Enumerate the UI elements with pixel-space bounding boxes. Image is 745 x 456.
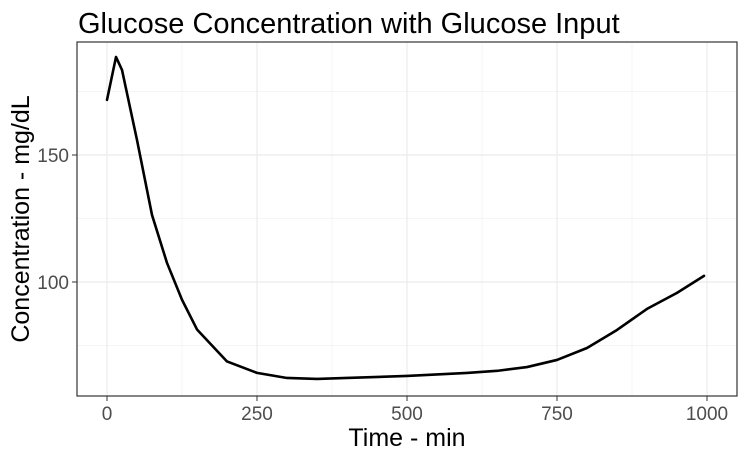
panel-border [76,41,738,397]
x-tick-label: 500 [391,404,423,425]
x-tick-label: 0 [102,404,113,425]
y-tick-label: 100 [37,273,69,294]
x-tick-label: 250 [241,404,273,425]
x-axis-label: Time - min [348,424,465,452]
y-axis-label: Concentration - mg/dL [7,95,35,342]
data-line [105,55,706,381]
chart-title: Glucose Concentration with Glucose Input [78,8,620,40]
x-tick-label: 750 [541,404,573,425]
x-tick-label: 1000 [686,404,728,425]
y-tick-label: 150 [37,146,69,167]
